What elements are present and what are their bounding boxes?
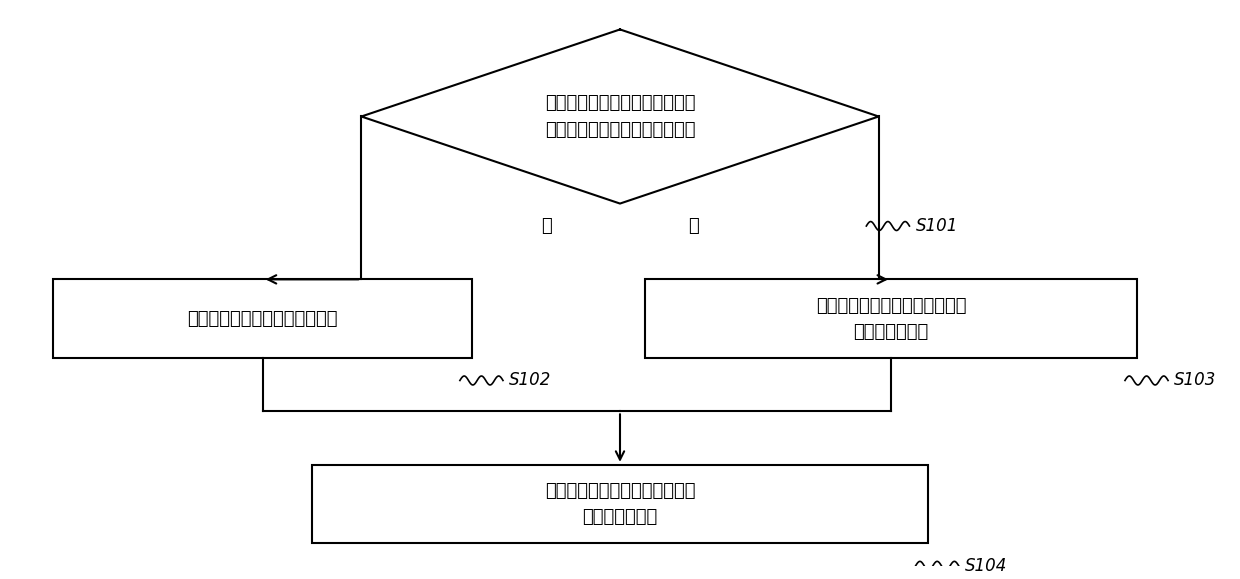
FancyBboxPatch shape [312, 465, 928, 543]
Text: 是: 是 [541, 217, 552, 235]
Text: 否: 否 [688, 217, 699, 235]
Polygon shape [361, 30, 879, 204]
Text: S102: S102 [510, 372, 552, 390]
FancyBboxPatch shape [53, 280, 472, 358]
Text: 客户端经过预设时间后向服务器
端发送请求消息: 客户端经过预设时间后向服务器 端发送请求消息 [816, 296, 966, 341]
Text: S104: S104 [965, 557, 1007, 575]
Text: 客户端向服务器端发送请求消息: 客户端向服务器端发送请求消息 [187, 310, 339, 328]
FancyBboxPatch shape [645, 280, 1137, 358]
Text: 客户端判断在预设时间内是否接
收到由服务器端发送的通知消息: 客户端判断在预设时间内是否接 收到由服务器端发送的通知消息 [544, 94, 696, 139]
Text: S101: S101 [915, 217, 959, 235]
Text: 客户端接收服务器端发送的发生
变化的网页数据: 客户端接收服务器端发送的发生 变化的网页数据 [544, 482, 696, 526]
Text: S103: S103 [1174, 372, 1216, 390]
